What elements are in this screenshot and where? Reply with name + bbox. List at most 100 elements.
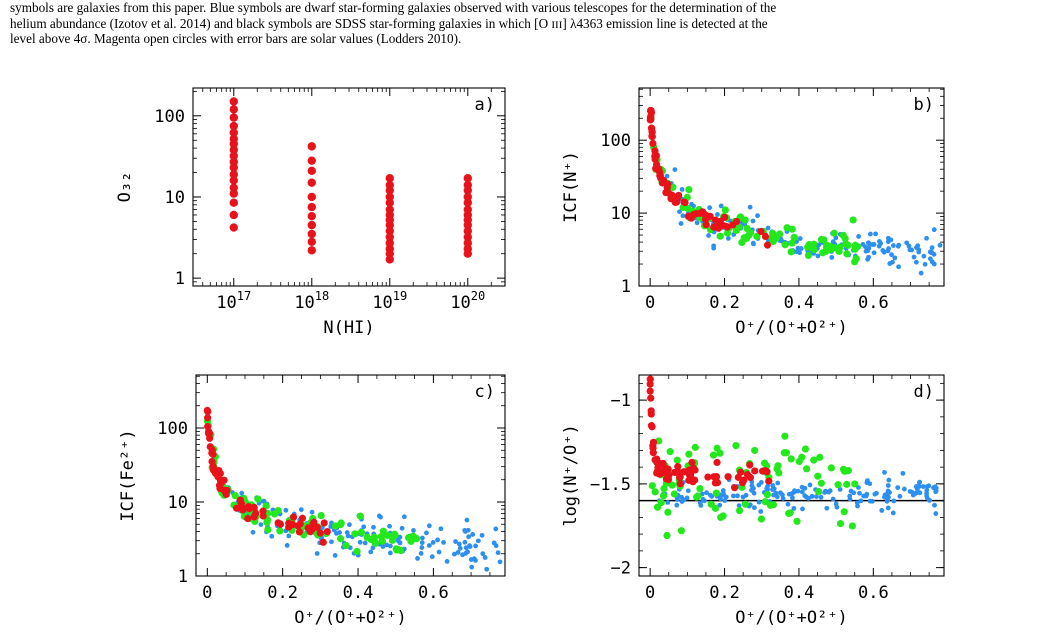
data-point-blue xyxy=(371,524,376,530)
data-point-blue xyxy=(829,254,835,260)
data-point-blue xyxy=(718,203,724,209)
data-point-blue xyxy=(856,234,862,239)
data-point-blue xyxy=(824,505,830,511)
data-point-green xyxy=(719,512,727,520)
data-point-blue xyxy=(933,488,939,494)
figure-caption: symbols are galaxies from this paper. Bl… xyxy=(10,0,1046,47)
data-point-blue xyxy=(900,470,906,476)
data-point-blue xyxy=(495,550,501,556)
data-point-green xyxy=(721,206,729,214)
data-point-blue xyxy=(867,241,873,247)
data-point-green xyxy=(648,482,656,490)
data-point-green xyxy=(790,234,798,242)
data-point-blue xyxy=(473,558,478,563)
data-point-blue xyxy=(917,479,923,485)
data-point-red xyxy=(229,198,238,207)
data-point-blue xyxy=(924,487,930,493)
data-point-red xyxy=(307,202,316,212)
data-point-blue xyxy=(830,496,836,502)
data-point-green xyxy=(651,488,659,496)
data-point-blue xyxy=(426,523,432,529)
x-tick-label: 1020 xyxy=(450,289,485,313)
data-point-blue xyxy=(882,470,887,475)
data-point-green xyxy=(834,481,842,489)
data-point-green xyxy=(685,450,693,458)
y-tick-label: 10 xyxy=(168,493,188,513)
x-tick-label: 1017 xyxy=(216,289,251,313)
data-point-red xyxy=(307,192,316,202)
data-point-red xyxy=(732,217,741,226)
data-point-green xyxy=(709,451,718,459)
data-point-red xyxy=(704,473,712,481)
data-point-blue xyxy=(436,549,442,555)
data-point-blue xyxy=(907,489,913,494)
data-point-blue xyxy=(473,543,479,549)
data-point-green xyxy=(763,490,772,499)
data-point-blue xyxy=(444,558,450,564)
data-point-green xyxy=(668,481,676,489)
data-point-blue xyxy=(922,261,928,267)
data-point-red xyxy=(721,213,729,221)
data-point-red xyxy=(220,486,228,494)
minor-ticks xyxy=(639,88,944,286)
data-point-green xyxy=(383,531,392,540)
data-point-red xyxy=(244,514,252,523)
data-point-green xyxy=(317,511,325,520)
data-point-blue xyxy=(357,539,363,545)
y-axis-label: ICF(N⁺) xyxy=(561,151,581,223)
data-point-green xyxy=(817,479,825,487)
data-point-red xyxy=(306,528,314,536)
data-points xyxy=(229,97,472,264)
data-point-blue xyxy=(863,244,868,250)
data-point-green xyxy=(839,465,848,473)
data-point-blue xyxy=(298,507,304,513)
data-point-blue xyxy=(493,526,499,532)
data-point-red xyxy=(204,414,212,422)
y-axis-label: ICF(Fe²⁺) xyxy=(118,429,138,521)
x-tick-label: 0.2 xyxy=(709,293,740,313)
data-point-blue xyxy=(758,479,764,485)
data-point-red xyxy=(757,227,765,236)
data-point-green xyxy=(264,526,272,534)
data-point-green xyxy=(769,501,778,509)
y-tick-label: 1 xyxy=(621,277,631,297)
data-point-blue xyxy=(441,539,446,545)
data-point-red xyxy=(751,467,759,475)
data-point-blue xyxy=(847,493,853,499)
data-point-blue xyxy=(815,253,821,259)
data-point-blue xyxy=(387,523,392,529)
data-point-blue xyxy=(775,480,781,486)
data-point-green xyxy=(735,506,744,515)
y-tick-label: 100 xyxy=(600,131,631,151)
data-point-green xyxy=(660,484,668,493)
data-point-blue xyxy=(736,503,742,509)
data-point-red xyxy=(244,503,253,511)
data-point-red xyxy=(320,519,328,527)
data-point-blue xyxy=(897,493,903,499)
minor-ticks xyxy=(196,375,505,576)
data-point-red xyxy=(307,237,316,247)
data-points xyxy=(646,375,939,540)
data-point-green xyxy=(783,224,791,232)
data-point-red xyxy=(674,463,682,471)
data-point-red xyxy=(229,121,238,131)
data-point-green xyxy=(390,530,399,538)
data-point-blue xyxy=(725,235,731,241)
data-point-green xyxy=(782,449,791,457)
data-point-green xyxy=(664,508,672,516)
data-point-red xyxy=(209,450,217,458)
data-point-green xyxy=(814,472,822,480)
data-point-blue xyxy=(457,545,463,551)
data-point-blue xyxy=(814,494,819,499)
data-point-green xyxy=(816,453,824,461)
data-point-blue xyxy=(871,242,877,247)
data-point-green xyxy=(751,446,759,455)
data-point-blue xyxy=(755,213,760,219)
data-point-green xyxy=(274,506,282,515)
caption-line: helium abundance (Izotov et al. 2014) an… xyxy=(10,15,768,31)
data-point-blue xyxy=(455,550,461,555)
data-point-red xyxy=(229,189,238,198)
data-point-red xyxy=(691,466,699,474)
data-point-green xyxy=(814,487,823,496)
major-ticks xyxy=(639,88,944,287)
